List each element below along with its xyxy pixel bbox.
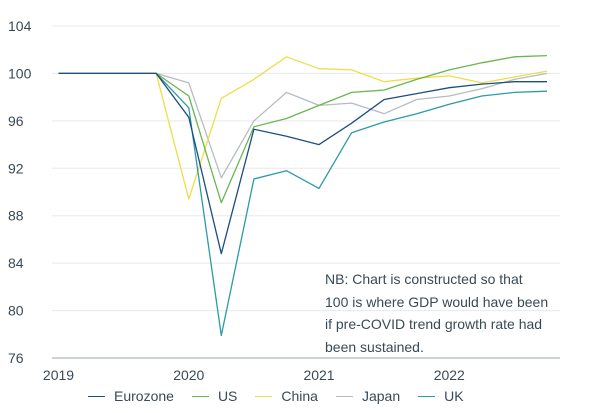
y-tick-label-76: 76 [8,350,24,366]
legend-item-japan: Japan [335,388,401,404]
legend-swatch-us [191,395,209,397]
x-tick-label-2021: 2021 [303,367,334,383]
y-tick-label-100: 100 [8,65,32,81]
note-line-4: been sustained. [325,338,424,355]
legend-label-uk: UK [444,388,464,404]
legend-item-eurozone: Eurozone [88,388,174,404]
x-axis: 2019 2020 2021 2022 [43,367,465,383]
note-line-3: if pre-COVID trend growth rate had [325,316,543,332]
y-tick-label-84: 84 [8,255,24,271]
y-tick-label-104: 104 [8,18,32,34]
series-line-china [58,56,548,200]
y-axis: 76 80 84 88 92 96 100 104 [8,18,32,366]
x-tick-label-2019: 2019 [43,367,74,383]
y-tick-label-88: 88 [8,208,24,224]
chart-note: NB: Chart is constructed so that 100 is … [325,268,575,358]
legend-swatch-eurozone [88,395,105,397]
legend-item-china: China [255,388,318,404]
note-line-2: 100 is where GDP would have been [325,293,549,310]
legend-label-eurozone: Eurozone [114,388,174,404]
series-lines [58,54,548,337]
legend-label-china: China [281,388,318,404]
note-line-1: NB: Chart is constructed so that [325,271,523,287]
series-line-us [58,54,548,204]
legend-swatch-uk [418,395,436,397]
x-tick-label-2022: 2022 [434,367,465,383]
y-tick-label-92: 92 [8,160,24,176]
legend-label-us: US [217,388,238,404]
y-tick-label-80: 80 [8,303,24,319]
series-line-eurozone [58,72,547,255]
legend-label-japan: Japan [361,388,401,404]
series-line-japan [58,72,548,179]
legend: Eurozone US China Japan UK [88,388,482,404]
legend-swatch-china [255,395,273,397]
legend-item-uk: UK [418,388,464,404]
legend-item-us: US [191,388,238,404]
x-tick-label-2020: 2020 [173,367,204,383]
legend-swatch-japan [335,395,353,397]
y-tick-label-96: 96 [8,113,24,129]
